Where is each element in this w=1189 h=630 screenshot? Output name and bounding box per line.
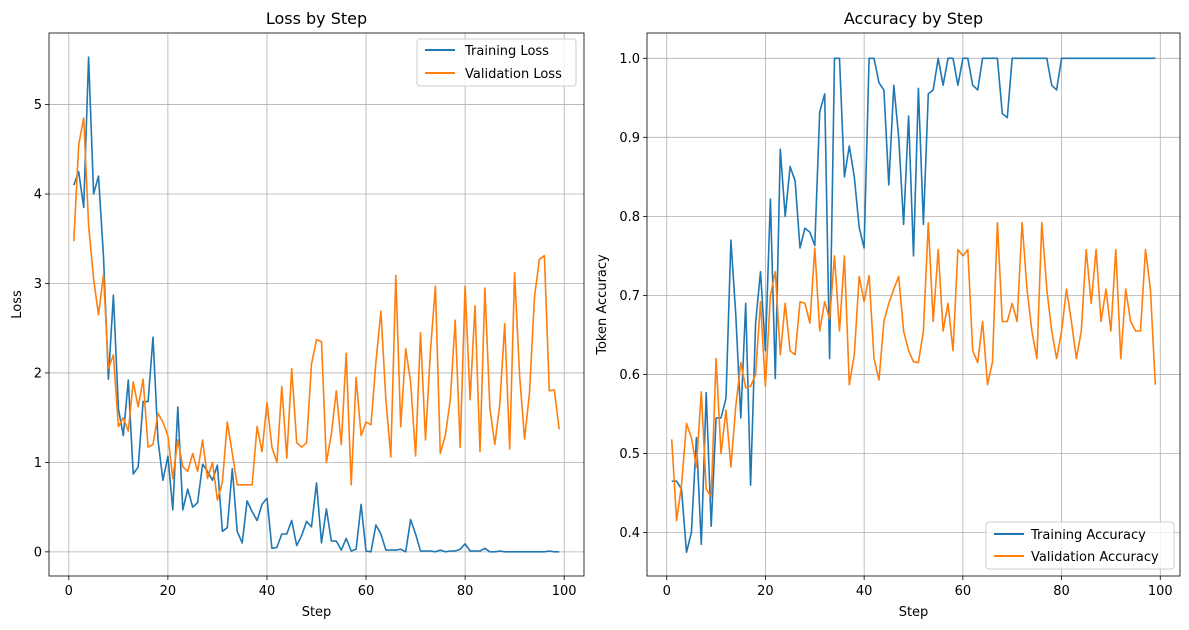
legend-label-validation-loss: Validation Loss bbox=[465, 67, 562, 82]
loss-x-tick-label: 60 bbox=[358, 584, 375, 599]
accuracy-y-tick-label: 1.0 bbox=[619, 52, 640, 67]
accuracy-y-tick-label: 0.7 bbox=[619, 289, 640, 304]
loss-x-tick-label: 100 bbox=[552, 584, 577, 599]
accuracy-x-tick-label: 60 bbox=[955, 584, 972, 599]
loss-plot-frame bbox=[48, 32, 585, 577]
loss-y-tick-label: 1 bbox=[34, 456, 42, 471]
accuracy-x-tick-label: 80 bbox=[1053, 584, 1070, 599]
series-line-training-loss bbox=[73, 56, 560, 553]
accuracy-ticks: 0 20 40 60 80 100 0.4 0.5 0.6 0.7 0.8 0.9 1.0 bbox=[619, 52, 1172, 599]
loss-chart: 0 20 40 60 80 100 0 1 2 3 4 5 Loss by Step Step Los… bbox=[10, 9, 585, 620]
accuracy-chart: 0 20 40 60 80 100 0.4 0.5 0.6 0.7 0.8 0.9 1.0 Accura… bbox=[595, 9, 1181, 620]
accuracy-x-tick-label: 100 bbox=[1148, 584, 1173, 599]
loss-x-axis-label: Step bbox=[302, 605, 332, 620]
loss-x-tick-label: 20 bbox=[160, 584, 177, 599]
loss-legend: Training Loss Validation Loss bbox=[416, 38, 577, 87]
loss-x-tick-label: 0 bbox=[65, 584, 73, 599]
accuracy-y-tick-label: 0.9 bbox=[619, 131, 640, 146]
loss-y-tick-label: 3 bbox=[34, 277, 42, 292]
series-line-validation-loss bbox=[73, 117, 560, 501]
loss-x-tick-label: 80 bbox=[457, 584, 474, 599]
accuracy-legend-box bbox=[985, 521, 1175, 570]
loss-ticks: 0 20 40 60 80 100 0 1 2 3 4 5 bbox=[34, 98, 577, 599]
accuracy-plot-frame bbox=[646, 32, 1181, 577]
loss-legend-box bbox=[416, 38, 577, 87]
loss-series bbox=[73, 56, 560, 553]
accuracy-legend: Training Accuracy Validation Accuracy bbox=[985, 521, 1175, 570]
legend-label-training-loss: Training Loss bbox=[464, 44, 549, 59]
accuracy-chart-title: Accuracy by Step bbox=[844, 9, 983, 28]
series-line-training-accuracy bbox=[671, 57, 1156, 554]
accuracy-x-tick-label: 20 bbox=[757, 584, 774, 599]
loss-y-tick-label: 4 bbox=[34, 188, 42, 203]
loss-y-tick-label: 5 bbox=[34, 98, 42, 113]
loss-y-tick-label: 2 bbox=[34, 366, 42, 381]
loss-chart-title: Loss by Step bbox=[266, 9, 367, 28]
accuracy-x-tick-label: 40 bbox=[856, 584, 873, 599]
loss-y-tick-label: 0 bbox=[34, 545, 42, 560]
accuracy-y-tick-label: 0.8 bbox=[619, 210, 640, 225]
accuracy-x-axis-label: Step bbox=[899, 605, 929, 620]
series-line-validation-accuracy bbox=[670, 221, 1157, 522]
accuracy-series bbox=[670, 57, 1157, 554]
accuracy-y-tick-label: 0.5 bbox=[619, 447, 640, 462]
accuracy-y-tick-label: 0.6 bbox=[619, 368, 640, 383]
accuracy-y-axis-label: Token Accuracy bbox=[595, 254, 610, 356]
legend-label-validation-accuracy: Validation Accuracy bbox=[1031, 550, 1159, 565]
accuracy-y-tick-label: 0.4 bbox=[619, 526, 640, 541]
loss-y-axis-label: Loss bbox=[10, 290, 25, 319]
accuracy-x-tick-label: 0 bbox=[663, 584, 671, 599]
legend-label-training-accuracy: Training Accuracy bbox=[1030, 528, 1146, 543]
loss-x-tick-label: 40 bbox=[259, 584, 276, 599]
